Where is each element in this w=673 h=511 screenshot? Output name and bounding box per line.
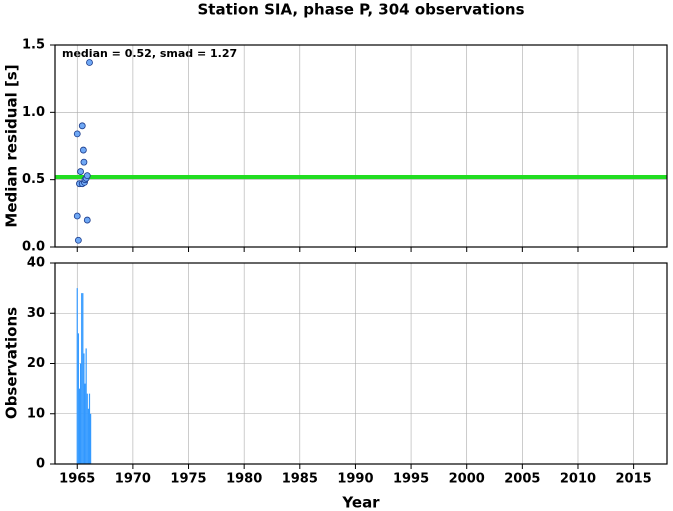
bar — [88, 393, 91, 464]
point — [73, 212, 81, 220]
bar — [86, 393, 88, 464]
point — [74, 236, 82, 244]
y-tick-label: 0.0 — [22, 240, 45, 255]
y-axis-label: Observations — [3, 307, 21, 419]
bar — [78, 388, 81, 464]
point — [86, 59, 93, 66]
point — [79, 146, 87, 154]
annotation: median = 0.52, smad = 1.27 — [62, 47, 237, 60]
y-tick-label: 40 — [27, 256, 45, 271]
chart-title: Station SIA, phase P, 304 observations — [197, 1, 524, 19]
y-tick-label: 1.0 — [22, 105, 45, 120]
bar — [79, 363, 82, 464]
bar — [84, 383, 86, 464]
x-axis-label: Year — [341, 494, 380, 511]
x-tick-label: 1985 — [282, 472, 318, 487]
bar — [76, 288, 78, 464]
bar — [85, 348, 87, 464]
point — [83, 216, 91, 224]
x-tick-label: 2015 — [616, 472, 652, 487]
y-tick-label: 30 — [27, 306, 45, 321]
bar — [82, 293, 84, 464]
y-tick-label: 1.5 — [22, 38, 45, 53]
plot-frame — [54, 44, 668, 248]
bar — [83, 353, 85, 464]
point — [80, 158, 88, 166]
x-tick-label: 1995 — [393, 472, 429, 487]
x-tick-label: 1975 — [170, 472, 206, 487]
point — [77, 168, 84, 175]
point — [73, 130, 81, 138]
x-tick-label: 1980 — [226, 472, 262, 487]
x-tick-label: 2010 — [560, 472, 596, 487]
y-tick-label: 0 — [36, 457, 45, 472]
bar — [77, 333, 79, 464]
y-tick-label: 0.5 — [22, 172, 45, 187]
bar — [87, 408, 89, 464]
x-tick-label: 2005 — [504, 472, 540, 487]
y-tick-label: 20 — [27, 356, 45, 371]
point — [78, 122, 86, 130]
y-tick-label: 10 — [27, 406, 45, 421]
bar — [90, 413, 92, 464]
bar — [81, 293, 83, 464]
x-tick-label: 1965 — [59, 472, 95, 487]
x-tick-label: 1990 — [337, 472, 373, 487]
x-tick-label: 2000 — [449, 472, 485, 487]
point — [83, 172, 91, 180]
y-axis-label: Median residual [s] — [3, 64, 21, 227]
plot-frame — [54, 262, 668, 465]
x-tick-label: 1970 — [115, 472, 151, 487]
